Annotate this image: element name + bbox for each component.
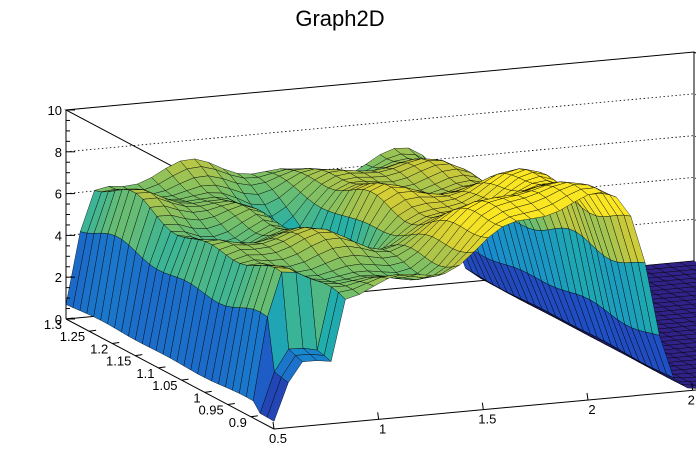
y-tick-label: 0.95 (198, 403, 223, 418)
y-tick-label: 0.9 (229, 415, 247, 430)
y-tick-mark (204, 390, 212, 393)
y-tick-mark (112, 341, 120, 344)
surface-cell (688, 355, 696, 360)
surface-cell (692, 286, 696, 289)
surface-cell (690, 312, 696, 316)
surface-cell (690, 320, 696, 325)
y-tick-label: 1 (193, 390, 200, 405)
surface-cell (681, 351, 696, 357)
y-tick-label: 1.3 (44, 317, 62, 332)
y-tick-label: 1.15 (106, 354, 131, 369)
surface-cell (691, 303, 696, 307)
surface-cell (679, 260, 696, 267)
surface-cell (689, 346, 696, 351)
y-tick-label: 1.1 (136, 366, 154, 381)
y-tick-label: 1.25 (60, 329, 85, 344)
z-tick-label: 4 (55, 228, 62, 243)
x-tick-label: 1.5 (478, 412, 496, 427)
surface-cell (686, 264, 696, 270)
surface-cell (680, 384, 696, 389)
surface-cell (689, 338, 696, 343)
z-tick-label: 2 (55, 270, 62, 285)
surface-cell (690, 329, 696, 334)
surface-cell (684, 290, 696, 296)
surface-cell (688, 363, 696, 369)
z-tick-label: 8 (55, 145, 62, 160)
y-tick-label: 1.05 (152, 378, 177, 393)
y-tick-mark (135, 354, 143, 357)
surface-cell (681, 368, 696, 374)
y-axis-line (65, 318, 275, 430)
axis-ticks: 0.511.522.533.50.90.9511.051.11.151.21.2… (44, 103, 696, 446)
y-tick-mark (89, 329, 97, 332)
surface-cell (681, 359, 696, 366)
y-tick-mark (250, 415, 258, 418)
surface-cell (684, 299, 696, 305)
y-tick-mark (181, 378, 189, 381)
surface-cell (682, 333, 696, 340)
x-tick-label: 1 (379, 421, 386, 436)
surface-cell (688, 372, 696, 378)
surface-cell (691, 295, 696, 298)
y-tick-mark (227, 403, 235, 406)
z-tick-label: 6 (55, 187, 62, 202)
z-tick-label: 10 (48, 103, 62, 118)
chart-title: Graph2D (295, 6, 384, 31)
x-tick-label: 2 (588, 402, 595, 417)
x-tick-label: 0.5 (269, 431, 287, 446)
surface-cell (685, 273, 696, 279)
y-tick-label: 1.2 (90, 341, 108, 356)
x-tick-mark (691, 383, 694, 391)
x-tick-mark (272, 421, 275, 430)
x-tick-mark (377, 412, 380, 420)
surface-cell (683, 325, 696, 331)
z-tick-label: 0 (55, 312, 62, 327)
surface-cell (683, 316, 696, 322)
surface-mesh (65, 147, 696, 422)
box-top-edges (64, 51, 696, 221)
surface-cell (683, 307, 696, 314)
surface-cell (682, 342, 696, 348)
surface-cell (685, 282, 696, 288)
surface-cell (687, 380, 696, 386)
x-tick-mark (481, 402, 484, 410)
x-tick-mark (586, 392, 589, 401)
x-tick-label: 2.5 (688, 392, 696, 407)
y-tick-mark (158, 366, 166, 369)
